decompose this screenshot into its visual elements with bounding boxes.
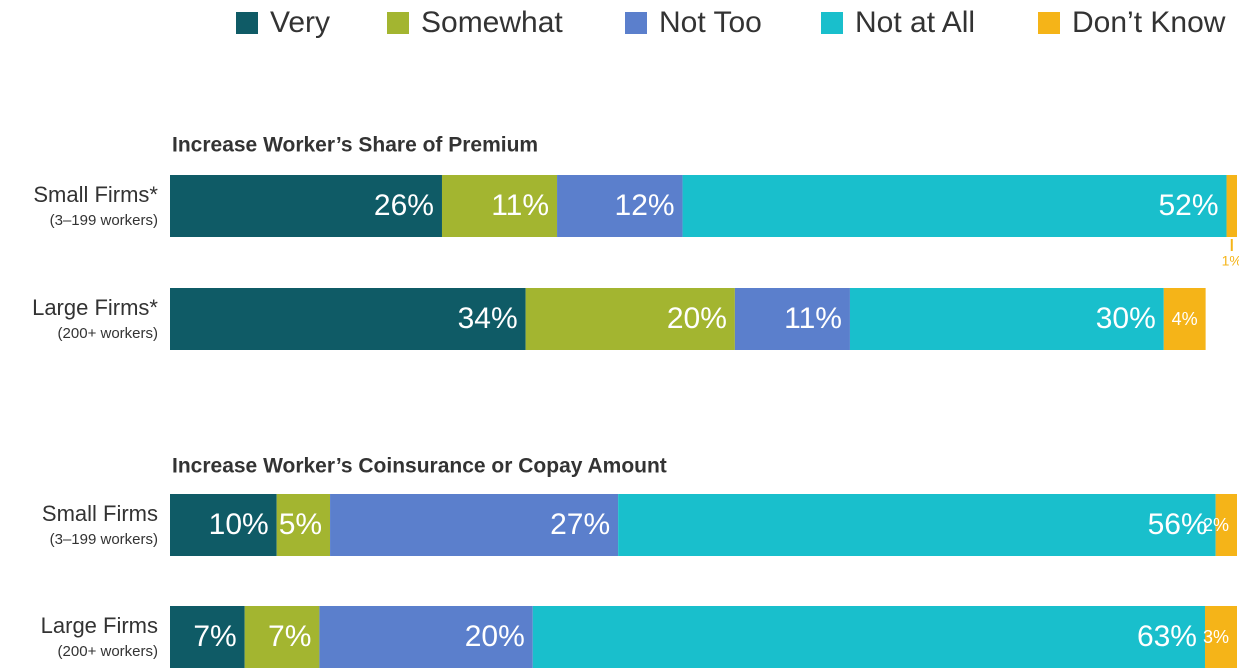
legend-swatch xyxy=(1038,12,1060,34)
value-label: 20% xyxy=(667,302,727,335)
category-note: (200+ workers) xyxy=(58,325,158,342)
category-label: Large Firms xyxy=(41,613,158,638)
bar-segment xyxy=(1215,494,1237,556)
value-label: 11% xyxy=(491,189,549,222)
value-label: 3% xyxy=(1203,627,1229,647)
value-label: 7% xyxy=(193,620,236,653)
value-label: 10% xyxy=(209,508,269,541)
value-label: 11% xyxy=(784,302,842,335)
value-label: 34% xyxy=(458,302,518,335)
value-label: 4% xyxy=(1172,309,1198,329)
value-label: 20% xyxy=(465,620,525,653)
legend-label: Not at All xyxy=(855,6,975,39)
bar-segment xyxy=(1163,288,1206,350)
value-label: 2% xyxy=(1203,515,1229,535)
value-label: 27% xyxy=(550,508,610,541)
value-label: 26% xyxy=(374,189,434,222)
category-note: (3–199 workers) xyxy=(50,212,158,229)
value-label: 7% xyxy=(268,620,311,653)
category-label: Small Firms* xyxy=(33,182,158,207)
bar-segment xyxy=(525,288,735,350)
category-label: Large Firms* xyxy=(32,295,158,320)
bar-segment xyxy=(441,175,558,237)
value-label: 56% xyxy=(1148,508,1208,541)
bar-segment xyxy=(849,288,1164,350)
legend-label: Somewhat xyxy=(421,6,563,39)
value-label: 5% xyxy=(279,508,322,541)
panel-title: Increase Worker’s Share of Premium xyxy=(172,134,538,157)
bar-segment xyxy=(532,606,1205,668)
value-label: 30% xyxy=(1096,302,1156,335)
bar-segment xyxy=(170,494,277,556)
bar-segment xyxy=(319,606,533,668)
category-note: (200+ workers) xyxy=(58,643,158,660)
bar-segment xyxy=(557,175,683,237)
value-label: 12% xyxy=(615,189,675,222)
bar-segment xyxy=(618,494,1216,556)
panel-title: Increase Worker’s Coinsurance or Copay A… xyxy=(172,455,667,478)
value-label: 52% xyxy=(1158,189,1218,222)
value-label: 1% xyxy=(1222,253,1239,269)
value-label: 63% xyxy=(1137,620,1197,653)
bar-segment xyxy=(170,175,442,237)
bar-segment xyxy=(682,175,1227,237)
bar-segment xyxy=(734,288,850,350)
bar-segment xyxy=(330,494,619,556)
legend-swatch xyxy=(821,12,843,34)
legend-swatch xyxy=(236,12,258,34)
bar-segment xyxy=(1226,175,1237,237)
bar-segment xyxy=(244,606,320,668)
legend-swatch xyxy=(387,12,409,34)
bar-segment xyxy=(170,606,245,668)
legend-swatch xyxy=(625,12,647,34)
bar-segment xyxy=(1204,606,1237,668)
legend-label: Don’t Know xyxy=(1072,6,1226,39)
legend-label: Not Too xyxy=(659,6,762,39)
category-note: (3–199 workers) xyxy=(50,531,158,548)
bar-segment xyxy=(170,288,526,350)
bar-segment xyxy=(276,494,331,556)
category-label: Small Firms xyxy=(42,501,158,526)
legend-label: Very xyxy=(270,6,330,39)
